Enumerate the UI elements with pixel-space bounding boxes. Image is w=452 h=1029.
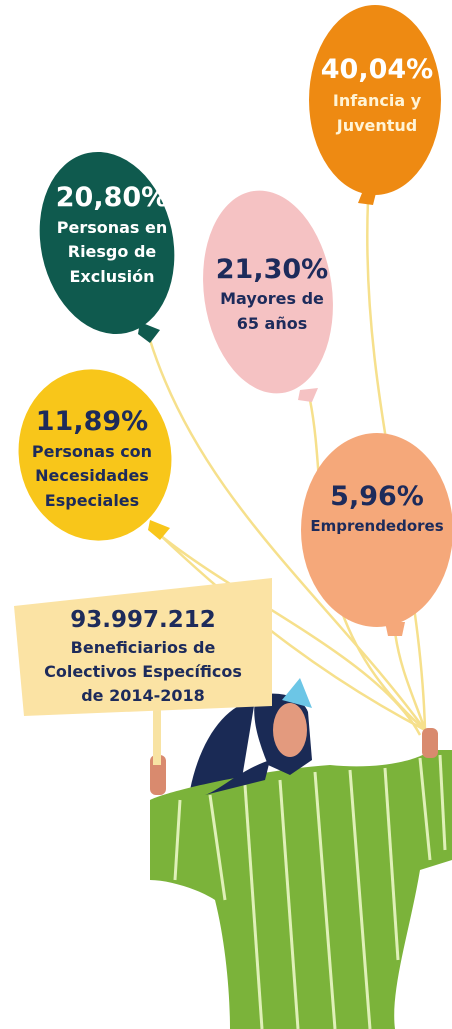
sign-line: de 2014-2018 [81,686,205,705]
woman [150,678,452,1029]
balloon-value: 20,80% [56,182,168,213]
balloon-label: Mayores de [220,289,324,308]
balloon-label: 65 años [237,314,308,333]
balloon-value: 5,96% [330,481,424,512]
balloon-value: 21,30% [216,254,328,285]
balloon-label: Riesgo de [68,242,157,261]
balloon-value: 40,04% [321,54,433,85]
balloon-value: 11,89% [36,406,148,437]
balloon-label: Personas en [57,218,168,237]
balloon-label: Juventud [336,116,418,135]
page: 40,04% Infancia y Juventud 20,80% Person… [0,0,452,1029]
sign-line: Beneficiarios de [71,638,216,657]
infographic: 40,04% Infancia y Juventud 20,80% Person… [0,0,452,1029]
balloon-label: Personas con [32,442,152,461]
balloon-label: Especiales [45,491,139,510]
balloon-label: Necesidades [35,466,149,485]
balloon-label: Emprendedores [310,517,443,535]
sign-line: Colectivos Específicos [44,662,242,681]
balloon-label: Infancia y [333,91,422,110]
sign-total: 93.997.212 [70,607,216,633]
balloon-label: Exclusión [70,267,155,286]
